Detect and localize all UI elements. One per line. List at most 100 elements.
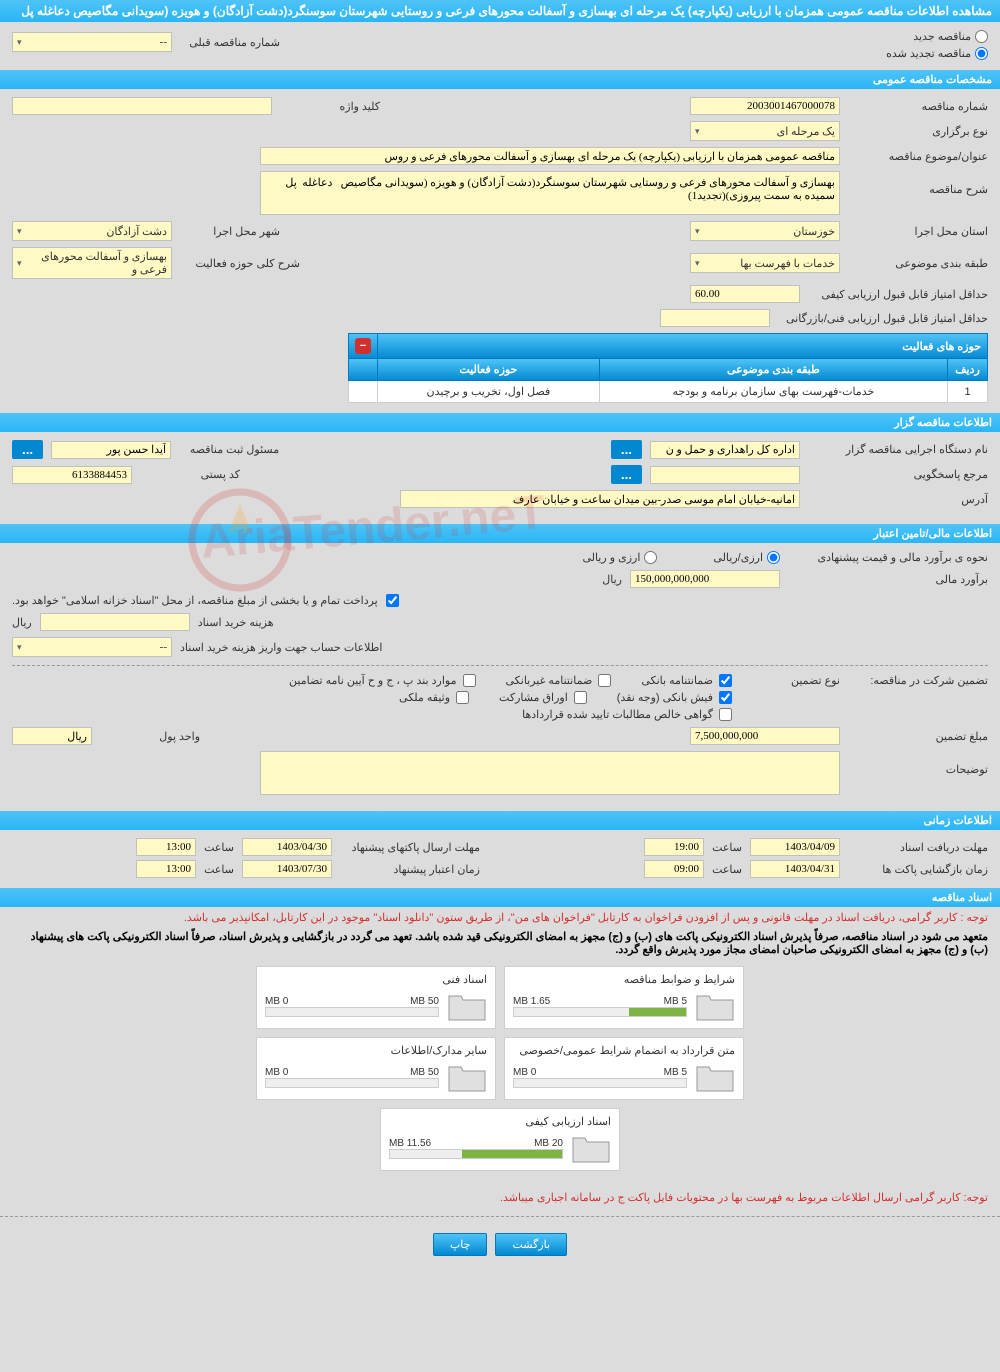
payment-checkbox[interactable] [386, 594, 399, 607]
city-label: شهر محل اجرا [180, 225, 280, 238]
time-label: ساعت [712, 841, 742, 854]
folder-icon [447, 990, 487, 1022]
radio-foreign[interactable]: ارزی و ریالی [582, 551, 657, 564]
activity-title-select[interactable]: بهسازی و آسفالت محورهای فرعی و ▾ [12, 247, 172, 279]
doc-box-terms[interactable]: شرایط و ضوابط مناقصه 5 MB1.65 MB [504, 966, 744, 1029]
activity-title-value: بهسازی و آسفالت محورهای فرعی و [22, 250, 167, 276]
city-select[interactable]: دشت آزادگان ▾ [12, 221, 172, 241]
radio-new-label: مناقصه جدید [913, 30, 971, 43]
guarantee-type-label: نوع تضمین [740, 674, 840, 687]
tender-number-label: شماره مناقصه [848, 100, 988, 113]
registrar-lookup-button[interactable]: ... [12, 440, 43, 459]
divider [12, 665, 988, 666]
currency-unit-input[interactable] [12, 727, 92, 745]
receive-deadline-time[interactable] [644, 838, 704, 856]
min-qual-score-input[interactable] [690, 285, 800, 303]
progress-bar [265, 1007, 439, 1017]
minus-icon[interactable]: − [355, 338, 371, 354]
account-label: اطلاعات حساب جهت واریز هزینه خرید اسناد [180, 641, 382, 654]
chk-bond[interactable]: موارد بند پ ، ج و ح آیین نامه تضامین [289, 674, 475, 687]
chevron-down-icon: ▾ [17, 642, 22, 653]
holding-type-select[interactable]: یک مرحله ای ▾ [690, 121, 840, 141]
notes-textarea[interactable] [260, 751, 840, 795]
send-deadline-label: مهلت ارسال پاکتهای پیشنهاد [340, 841, 480, 854]
progress-bar [389, 1149, 563, 1159]
chk-bank[interactable]: ضمانتنامه بانکی [641, 674, 732, 687]
chk-nonbank[interactable]: ضمانتنامه غیربانکی [506, 674, 612, 687]
radio-foreign-input[interactable] [644, 551, 657, 564]
radio-new-input[interactable] [975, 30, 988, 43]
description-textarea[interactable]: بهسازی و آسفالت محورهای فرعی و روستایی ش… [260, 171, 840, 215]
radio-renewed-tender[interactable]: مناقصه تجدید شده [886, 47, 988, 60]
min-tech-score-label: حداقل امتیاز قابل قبول ارزیابی فنی/بازرگ… [778, 312, 988, 325]
chevron-down-icon: ▾ [17, 37, 22, 48]
estimate-input[interactable] [630, 570, 780, 588]
address-label: آدرس [808, 493, 988, 506]
chk-securities[interactable]: اوراق مشارکت [499, 691, 587, 704]
time-label: ساعت [204, 863, 234, 876]
guarantee-amount-input[interactable] [690, 727, 840, 745]
doc-box-contract[interactable]: متن قرارداد به انضمام شرایط عمومی/خصوصی … [504, 1037, 744, 1100]
table-row: 1 خدمات-فهرست بهای سازمان برنامه و بودجه… [349, 381, 988, 403]
registrar-label: مسئول ثبت مناقصه [179, 443, 279, 456]
org-input[interactable] [650, 441, 800, 459]
respondent-lookup-button[interactable]: ... [611, 465, 642, 484]
notes-label: توضیحات [848, 751, 988, 776]
subject-input[interactable] [260, 147, 840, 165]
validity-time[interactable] [136, 860, 196, 878]
validity-label: زمان اعتبار پیشنهاد [340, 863, 480, 876]
keyword-label: کلید واژه [280, 100, 380, 113]
validity-date[interactable] [242, 860, 332, 878]
doc-title: متن قرارداد به انضمام شرایط عمومی/خصوصی [513, 1044, 735, 1057]
receive-deadline-date[interactable] [750, 838, 840, 856]
doc-box-other[interactable]: سایر مدارک/اطلاعات 50 MB0 MB [256, 1037, 496, 1100]
tender-type-radios: مناقصه جدید مناقصه تجدید شده [886, 30, 988, 60]
guarantee-amount-label: مبلغ تضمین [848, 730, 988, 743]
time-label: ساعت [204, 841, 234, 854]
province-select[interactable]: خوزستان ▾ [690, 221, 840, 241]
tender-number-input[interactable] [690, 97, 840, 115]
registrar-input[interactable] [51, 441, 171, 459]
min-tech-score-input[interactable] [660, 309, 770, 327]
doc-title: اسناد ارزیابی کیفی [389, 1115, 611, 1128]
doc-box-quality[interactable]: اسناد ارزیابی کیفی 20 MB11.56 MB [380, 1108, 620, 1171]
chk-cash[interactable]: فیش بانکی (وجه نقد) [617, 691, 732, 704]
currency-label: ریال [602, 573, 622, 586]
activity-title-label: شرح کلی حوزه فعالیت [180, 257, 300, 270]
chevron-down-icon: ▾ [695, 226, 700, 237]
radio-new-tender[interactable]: مناقصه جدید [886, 30, 988, 43]
print-button[interactable]: چاپ [433, 1233, 488, 1256]
doc-note1: توجه : کاربر گرامی، دریافت اسناد در مهلت… [0, 907, 1000, 928]
radio-rial-input[interactable] [767, 551, 780, 564]
account-select[interactable]: -- ▾ [12, 637, 172, 657]
doc-note3: توجه: کاربر گرامی ارسال اطلاعات مربوط به… [0, 1187, 1000, 1208]
folder-icon [571, 1132, 611, 1164]
opening-date[interactable] [750, 860, 840, 878]
address-input[interactable] [400, 490, 800, 508]
send-deadline-date[interactable] [242, 838, 332, 856]
description-label: شرح مناقصه [848, 171, 988, 196]
org-lookup-button[interactable]: ... [611, 440, 642, 459]
radio-rial[interactable]: ارزی/ریالی [713, 551, 780, 564]
send-deadline-time[interactable] [136, 838, 196, 856]
category-select[interactable]: خدمات با فهرست بها ▾ [690, 253, 840, 273]
chk-receivables[interactable]: گواهی خالص مطالبات تایید شده قراردادها [289, 708, 732, 721]
doc-cost-input[interactable] [40, 613, 190, 631]
back-button[interactable]: بازگشت [495, 1233, 567, 1256]
radio-renewed-input[interactable] [975, 47, 988, 60]
chevron-down-icon: ▾ [695, 126, 700, 137]
row-activity: فصل اول، تخریب و برچیدن [378, 381, 600, 403]
keyword-input[interactable] [12, 97, 272, 115]
doc-box-tech[interactable]: اسناد فنی 50 MB0 MB [256, 966, 496, 1029]
holding-type-label: نوع برگزاری [848, 125, 988, 138]
postal-input[interactable] [12, 466, 132, 484]
prev-tender-select[interactable]: -- ▾ [12, 32, 172, 52]
chevron-down-icon: ▾ [695, 258, 700, 269]
respondent-input[interactable] [650, 466, 800, 484]
prev-tender-value: -- [160, 36, 167, 48]
folder-icon [695, 990, 735, 1022]
section-time: اطلاعات زمانی [0, 811, 1000, 830]
chk-property[interactable]: وثیقه ملکی [399, 691, 469, 704]
chevron-down-icon: ▾ [17, 226, 22, 237]
opening-time[interactable] [644, 860, 704, 878]
